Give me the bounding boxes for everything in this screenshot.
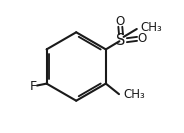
Text: F: F (30, 80, 37, 93)
Text: CH₃: CH₃ (140, 21, 162, 34)
Text: O: O (137, 32, 147, 45)
Text: O: O (116, 15, 125, 28)
Text: S: S (116, 33, 126, 48)
Text: CH₃: CH₃ (124, 88, 145, 101)
